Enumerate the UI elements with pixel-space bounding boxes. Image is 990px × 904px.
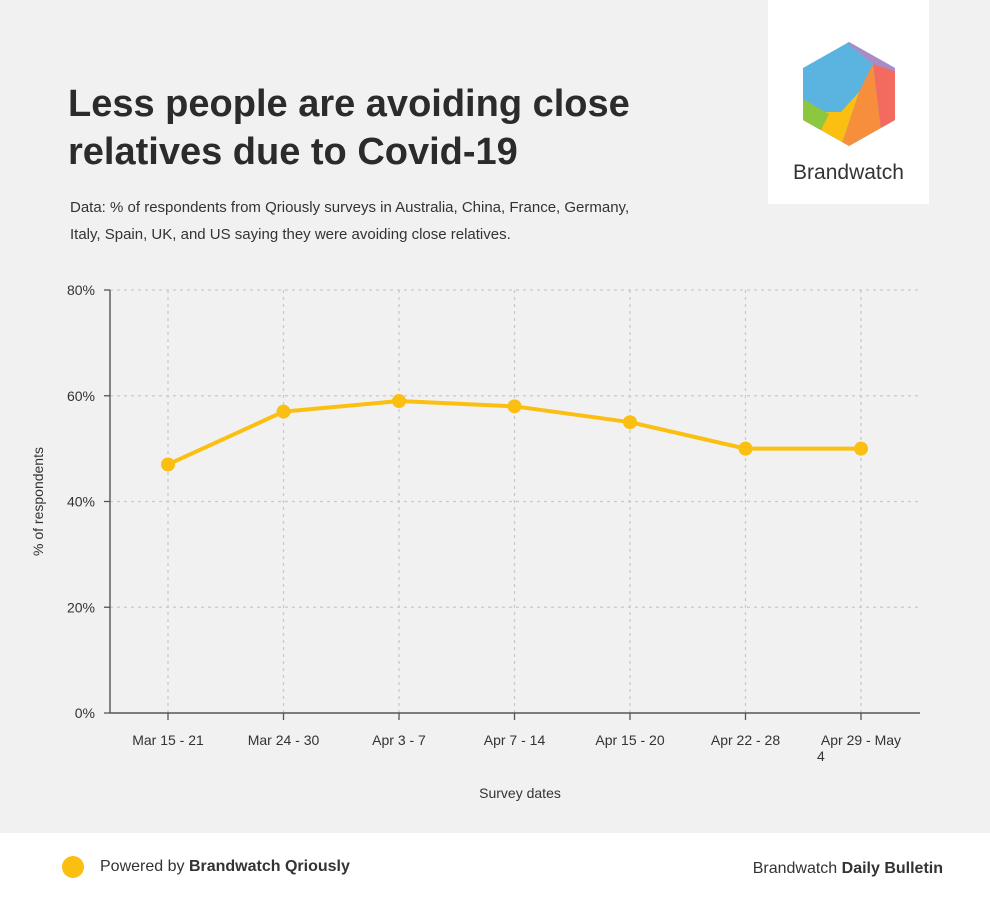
yellow-dot-icon (62, 856, 84, 878)
brandwatch-logo-panel: Brandwatch (768, 0, 929, 204)
x-tick-label: Mar 15 - 21 (132, 732, 204, 748)
x-tick-label: Apr 3 - 7 (372, 732, 426, 748)
y-axis-ticks: 0% 20% 40% 60% 80% (67, 282, 110, 721)
y-tick-label: 0% (75, 705, 95, 721)
data-point (854, 441, 868, 456)
credit-brand: Daily Bulletin (841, 860, 943, 877)
chart-grid (110, 289, 920, 713)
footer: Powered by Brandwatch Qriously Brandwatc… (0, 833, 990, 904)
chart-subtitle: Data: % of respondents from Qriously sur… (70, 199, 630, 243)
y-axis-label: % of respondents (30, 447, 46, 556)
brandwatch-hexagon-logo-icon (803, 42, 895, 146)
line-chart: 0% 20% 40% 60% 80% Mar 15 - 21 Mar 24 - 30 Apr… (30, 282, 920, 801)
brandwatch-logo-text: Brandwatch (793, 161, 904, 184)
x-axis-label: Survey dates (479, 785, 561, 801)
data-point (392, 394, 406, 409)
daily-bulletin-credit: Brandwatch Daily Bulletin (753, 860, 943, 878)
x-axis-ticks: Mar 15 - 21 Mar 24 - 30 Apr 3 - 7 Apr 7 - 1… (132, 713, 901, 764)
powered-by-text: Powered by Brandwatch Qriously (100, 858, 350, 876)
y-tick-label: 20% (67, 599, 95, 615)
powered-by-brand: Brandwatch Qriously (188, 858, 350, 875)
powered-by-prefix: Powered by (100, 858, 185, 875)
data-point (623, 415, 637, 430)
data-point (276, 404, 291, 419)
x-tick-label: Apr 22 - 28 (711, 732, 780, 748)
x-tick-label: Apr 7 - 14 (484, 732, 546, 748)
x-tick-label: Apr 29 - May 4 (817, 732, 901, 764)
chart-title: Less people are avoiding close relatives… (68, 83, 630, 173)
data-point (161, 457, 175, 472)
y-tick-label: 80% (67, 282, 95, 298)
x-tick-label: Mar 24 - 30 (248, 732, 320, 748)
y-tick-label: 40% (67, 494, 95, 510)
y-tick-label: 60% (67, 388, 95, 404)
data-point (507, 399, 522, 414)
series-points (161, 394, 868, 472)
credit-prefix: Brandwatch (752, 860, 838, 877)
x-tick-label: Apr 15 - 20 (595, 732, 664, 748)
data-point (738, 441, 753, 456)
